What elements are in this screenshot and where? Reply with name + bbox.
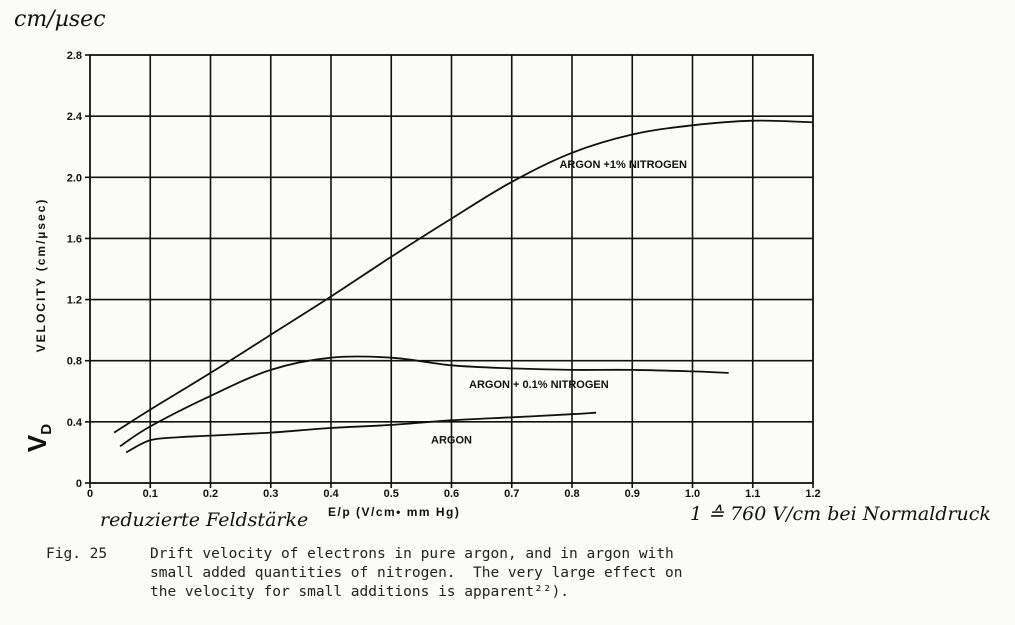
- y-axis-symbol: VD: [22, 424, 55, 452]
- y-tick-label: 0.8: [67, 356, 82, 368]
- chart: 0 0.1 0.2 0.3 0.4 0.5 0.6 0.7 0.8 0.9 1.0 1.1 1.2 0 0.…: [14, 7, 991, 531]
- series-labels: ARGON +1% NITROGEN ARGON + 0.1% NITROGEN A…: [431, 159, 687, 446]
- y-tick-label: 1.2: [67, 295, 82, 307]
- series-line-0: [113, 119, 814, 434]
- tick-labels: 0 0.1 0.2 0.3 0.4 0.5 0.6 0.7 0.8 0.9 1.0 1.1 1.2 0 0.…: [67, 50, 821, 500]
- x-tick-label: 0.5: [384, 488, 399, 500]
- y-axis-label: VELOCITY (cm/µsec): [34, 198, 48, 353]
- series-line-2: [125, 411, 597, 454]
- x-tick-label: 1.0: [685, 488, 700, 500]
- x-tick-label: 0.8: [564, 488, 579, 500]
- figure-caption-label: Fig. 25: [46, 546, 108, 562]
- x-axis-label: E/p (V/cm• mm Hg): [328, 505, 460, 519]
- x-tick-label: 0.1: [143, 488, 158, 500]
- x-tick-label: 0.6: [444, 488, 459, 500]
- x-tick-label: 0.3: [263, 488, 278, 500]
- grid: [90, 55, 813, 483]
- y-tick-label: 0: [76, 478, 82, 490]
- figure-caption-line-2: small added quantities of nitrogen. The …: [150, 565, 683, 581]
- x-tick-label: 1.1: [745, 488, 760, 500]
- series-label-1: ARGON + 0.1% NITROGEN: [469, 379, 609, 391]
- y-tick-label: 1.6: [67, 233, 82, 245]
- series-lines: [113, 119, 814, 454]
- y-axis-symbol-sub: D: [38, 424, 55, 435]
- figure-caption-line-3: the velocity for small additions is appa…: [150, 584, 570, 600]
- plot-frame: [89, 54, 814, 484]
- y-tick-label: 2.0: [67, 172, 82, 184]
- x-tick-label: 0.9: [625, 488, 640, 500]
- x-tick-label: 0.2: [203, 488, 218, 500]
- x-tick-label: 0.4: [323, 488, 339, 500]
- x-tick-label: 0.7: [504, 488, 519, 500]
- axes: [85, 54, 814, 488]
- x-tick-label: 0: [87, 488, 93, 500]
- x-axis-handwritten-label: reduzierte Feldstärke: [100, 509, 308, 531]
- y-tick-label: 2.8: [67, 50, 82, 62]
- series-label-0: ARGON +1% NITROGEN: [559, 159, 686, 171]
- figure-caption-line-1: Drift velocity of electrons in pure argo…: [150, 546, 674, 562]
- y-tick-label: 0.4: [67, 417, 83, 429]
- y-tick-label: 2.4: [67, 111, 83, 123]
- series-label-2: ARGON: [431, 434, 472, 446]
- series-line-1: [119, 355, 729, 448]
- y-axis-symbol-main: V: [22, 434, 52, 452]
- x-tick-label: 1.2: [805, 488, 820, 500]
- x-axis-handwritten-note: 1 ≙ 760 V/cm bei Normaldruck: [690, 503, 991, 525]
- y-unit-handwritten: cm/µsec: [14, 7, 106, 32]
